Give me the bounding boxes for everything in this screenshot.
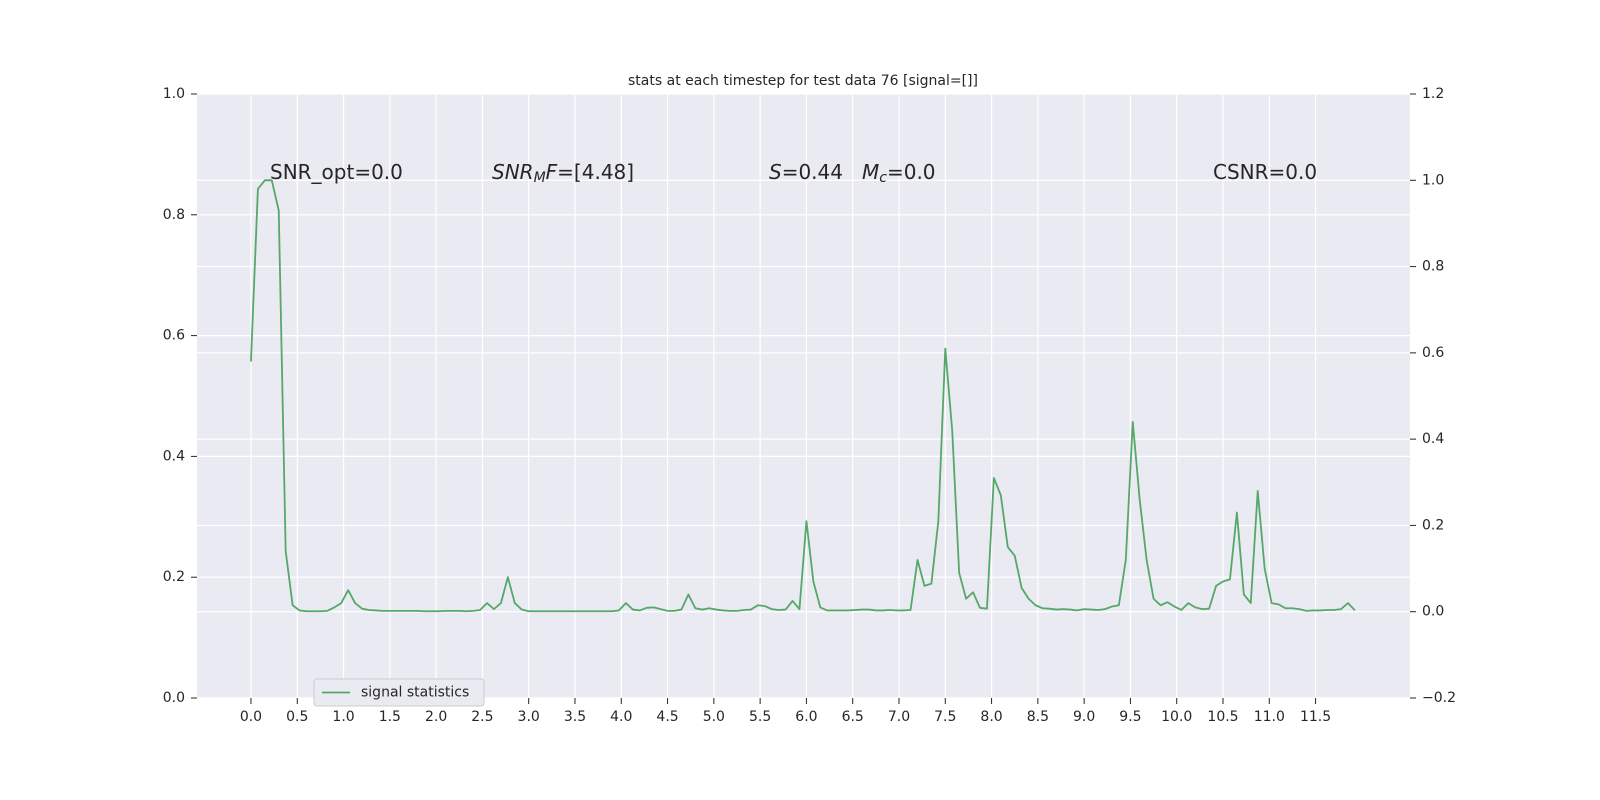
y2-tick-label: 0.2 [1422,517,1444,533]
annotation-part: S [769,160,782,184]
chart-title: stats at each timestep for test data 76 … [628,73,978,89]
y2-tick-label: 0.4 [1422,431,1444,447]
annotation-part: =0.44 [782,160,843,184]
annotation: Mc=0.0 [862,160,936,187]
x-tick-label: 1.0 [332,709,354,725]
x-tick-label: 8.0 [980,709,1002,725]
x-tick-label: 9.0 [1073,709,1095,725]
legend: signal statistics [313,678,485,707]
x-tick-label: 4.5 [656,709,678,725]
x-tick-label: 3.5 [564,709,586,725]
x-tick-label: 7.5 [934,709,956,725]
x-tick-label: 8.5 [1027,709,1049,725]
x-tick-label: 9.5 [1119,709,1141,725]
y-tick-label: 0.0 [163,690,185,706]
x-tick-label: 7.0 [888,709,910,725]
series-line [250,179,1356,613]
y-tick-label: 0.6 [163,328,185,344]
annotation: CSNR=0.0 [1213,160,1317,184]
x-tick-label: 6.0 [795,709,817,725]
x-tick-label: 10.5 [1207,709,1238,725]
annotation-part: F [546,160,558,184]
annotation: SNRMF=[4.48] [492,160,634,187]
ticks: 0.0 0.5 1.0 1.5 2.0 2.5 3.0 3.5 4.0 4.5 5.0 5.5 6.0 6… [163,86,1456,725]
annotation-part: SNR [492,160,534,184]
annotation-part: =[4.48] [557,160,634,184]
x-tick-label: 11.0 [1254,709,1285,725]
y2-tick-label: 0.6 [1422,345,1444,361]
x-tick-label: 2.0 [425,709,447,725]
x-tick-label: 5.0 [703,709,725,725]
y-tick-label: 0.4 [163,448,185,464]
legend-label: signal statistics [361,685,469,701]
x-tick-label: 3.0 [518,709,540,725]
x-tick-label: 4.0 [610,709,632,725]
annotation-part: M [534,170,546,186]
y-tick-label: 0.2 [163,569,185,585]
plot-area [197,94,1410,698]
annotation-part: M [862,160,879,184]
y2-tick-label: 0.8 [1422,259,1444,275]
annotation-part: SNR_opt=0.0 [270,160,403,184]
annotation-part: c [879,170,887,186]
x-tick-label: 1.5 [379,709,401,725]
x-tick-label: 0.0 [240,709,262,725]
x-tick-label: 5.5 [749,709,771,725]
legend-box [313,678,485,707]
y-tick-label: 0.8 [163,207,185,223]
annotation: S=0.44 [769,160,843,184]
y2-tick-label: 1.2 [1422,86,1444,102]
y2-tick-label: −0.2 [1422,690,1456,706]
annotation: SNR_opt=0.0 [270,160,403,184]
y2-tick-label: 0.0 [1422,604,1444,620]
x-tick-label: 0.5 [286,709,308,725]
x-tick-label: 2.5 [471,709,493,725]
x-tick-label: 6.5 [842,709,864,725]
y2-tick-label: 1.0 [1422,172,1444,188]
annotation-part: =0.0 [887,160,936,184]
x-tick-label: 10.0 [1161,709,1192,725]
grid [197,93,1410,699]
y-tick-label: 1.0 [163,86,185,102]
annotation-part: CSNR=0.0 [1213,160,1317,184]
x-tick-label: 11.5 [1300,709,1331,725]
